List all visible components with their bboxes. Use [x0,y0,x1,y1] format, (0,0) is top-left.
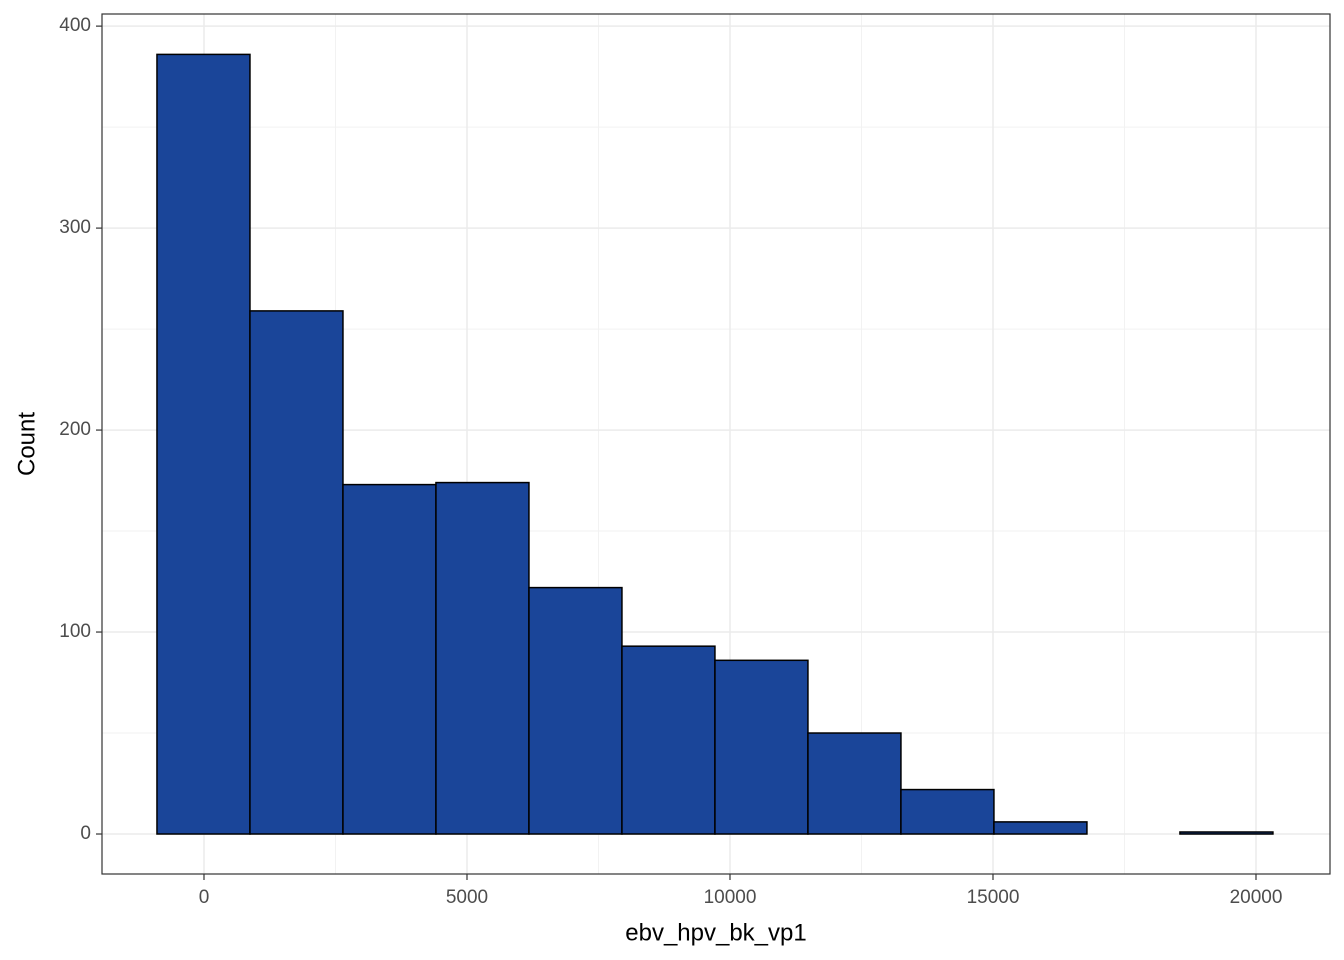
y-tick-label: 400 [59,15,91,36]
bar [435,481,530,835]
bar [993,821,1088,835]
bar [807,732,902,835]
bar [621,645,716,835]
bar [528,586,623,835]
bar [156,53,251,835]
x-axis-label: ebv_hpv_bk_vp1 [625,919,806,946]
plot-border [101,13,1331,875]
bar [249,310,344,835]
bar [1179,831,1274,835]
x-tick-label: 15000 [967,887,1020,908]
x-tick-label: 0 [199,887,210,908]
x-tick-label: 5000 [446,887,488,908]
y-axis-label: Count [13,412,40,476]
y-tick-label: 200 [59,419,91,440]
y-tick-label: 100 [59,621,91,642]
x-tick-label: 10000 [704,887,757,908]
bar [714,659,809,835]
x-tick-label: 20000 [1230,887,1283,908]
bar [342,483,437,835]
y-tick-label: 300 [59,217,91,238]
bar [900,788,995,835]
y-tick-label: 0 [80,823,91,844]
